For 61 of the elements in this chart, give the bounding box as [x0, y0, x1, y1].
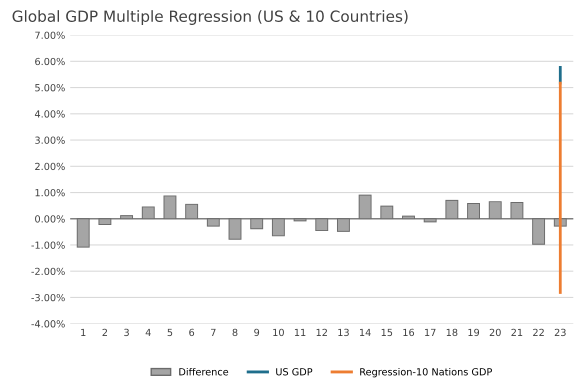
bar — [142, 206, 155, 220]
y-tick-label: 5.00% — [35, 84, 65, 92]
x-tick-label: 4 — [146, 328, 151, 336]
y-tick-label: 2.00% — [35, 162, 65, 170]
bar — [424, 218, 437, 222]
x-tick-label: 11 — [294, 328, 306, 336]
y-tick-label: 0.00% — [35, 215, 65, 223]
bar — [228, 218, 242, 240]
bar — [185, 204, 198, 220]
bar — [98, 218, 112, 226]
y-tick-label: 1.00% — [36, 188, 65, 196]
x-tick-label: 14 — [360, 328, 371, 336]
bar — [488, 201, 502, 220]
x-tick-label: 12 — [316, 328, 327, 336]
bar — [336, 218, 350, 232]
x-tick-label: 16 — [403, 328, 414, 336]
y-tick-label: -1.00% — [31, 241, 65, 249]
x-tick-label: 13 — [338, 328, 349, 336]
x-tick-label: 8 — [232, 328, 238, 336]
x-tick-label: 19 — [468, 328, 480, 336]
x-tick-label: 20 — [490, 328, 501, 336]
bar — [315, 218, 328, 232]
x-tick-label: 22 — [533, 328, 544, 336]
bar — [206, 218, 220, 227]
bar — [532, 218, 546, 245]
bar — [76, 218, 90, 248]
bar — [467, 203, 480, 220]
x-tick-label: 17 — [425, 328, 436, 336]
y-tick-label: 4.00% — [34, 110, 65, 118]
x-tick-label: 15 — [382, 328, 392, 336]
legend-label: Difference — [179, 368, 228, 376]
x-tick-label: 7 — [211, 328, 216, 336]
legend-label: US GDP — [276, 368, 312, 376]
x-tick-label: 23 — [554, 328, 566, 336]
y-tick-label: -4.00% — [31, 320, 65, 328]
x-tick-label: 9 — [254, 328, 260, 336]
bar — [380, 206, 394, 220]
bar — [120, 215, 134, 220]
x-tick-label: 18 — [446, 328, 458, 336]
x-tick-label: 3 — [124, 328, 129, 336]
x-tick-label: 21 — [511, 328, 522, 336]
x-tick-label: 10 — [273, 328, 284, 336]
x-tick-label: 5 — [168, 328, 172, 336]
bar — [272, 218, 285, 236]
bar — [358, 194, 372, 220]
y-tick-label: 7.00% — [35, 32, 65, 39]
bar — [510, 202, 524, 220]
y-tick-label: 6.00% — [35, 58, 65, 66]
bar — [294, 218, 307, 222]
bar — [445, 200, 458, 220]
y-tick-label: -2.00% — [31, 268, 65, 276]
bar — [402, 216, 415, 220]
y-tick-label: 3.00% — [35, 136, 65, 144]
legend-label: Regression-10 Nations GDP — [360, 368, 492, 378]
bar — [250, 218, 264, 230]
bar — [164, 195, 176, 220]
x-tick-label: 1 — [81, 328, 86, 336]
x-tick-label: 2 — [102, 328, 108, 336]
y-tick-label: -3.00% — [31, 294, 65, 302]
chart-title: Global GDP Multiple Regression (US & 10 Countries) — [12, 10, 408, 25]
x-tick-label: 6 — [189, 328, 194, 336]
